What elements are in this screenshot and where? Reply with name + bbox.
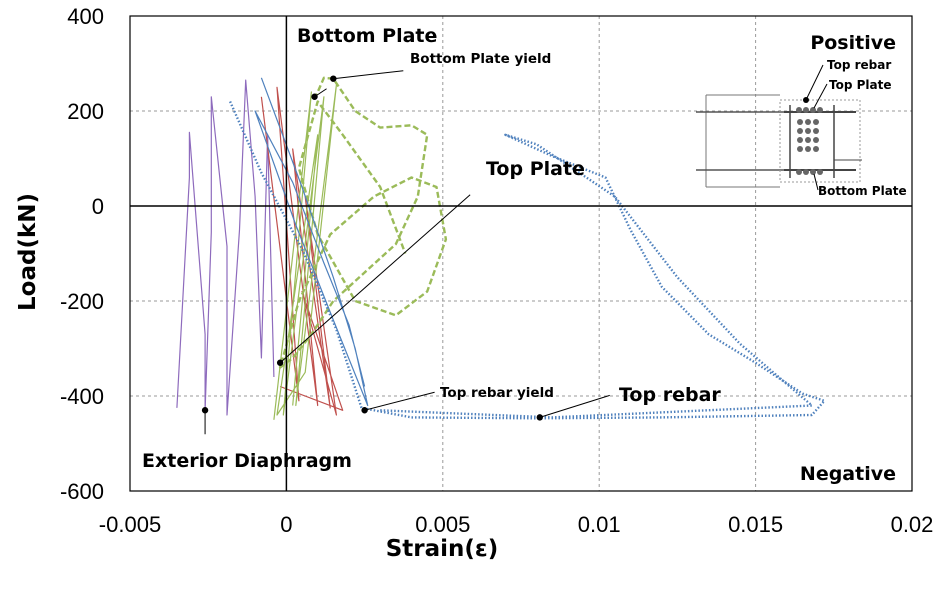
x-tick-label: 0.005	[415, 512, 470, 537]
annotation-label: Top Plate	[486, 158, 585, 180]
annotation-label: Exterior Diaphragm	[142, 450, 352, 472]
x-tick-label: 0.02	[891, 512, 934, 537]
positive-label: Positive	[810, 32, 896, 54]
annotation-leader	[364, 391, 435, 411]
annotations: Bottom Plate Bottom Plate yield Top Plate T…	[142, 25, 721, 472]
inset-label-top-rebar: Top rebar	[827, 58, 891, 72]
annotation-leader	[539, 394, 610, 418]
inset-label-bottom-plate: Bottom Plate	[818, 184, 907, 198]
annotation-label: Top rebar yield	[440, 385, 554, 401]
plot-series	[176, 76, 826, 420]
section-inset-diagram: Top rebar Top Plate Bottom Plate	[696, 58, 907, 198]
y-tick-label: 200	[67, 99, 104, 124]
x-tick-label: 0	[280, 512, 292, 537]
x-tick-label: -0.005	[99, 512, 161, 537]
annotation-label: Top rebar	[619, 384, 721, 406]
annotation-point	[330, 75, 337, 82]
y-axis-title: Load(kN)	[15, 193, 41, 311]
grid-lines	[130, 16, 912, 491]
x-tick-label: 0.015	[728, 512, 783, 537]
annotation-leader	[279, 194, 471, 364]
axes: -0.005 0 0.005 0.01 0.015 0.02 -600 -400 -200 0 20…	[60, 4, 933, 537]
inset-label-top-plate: Top Plate	[829, 78, 891, 92]
y-tick-label: 400	[67, 4, 104, 29]
y-tick-label: -600	[60, 479, 104, 504]
annotation-point	[276, 359, 284, 366]
annotation-point	[201, 407, 209, 414]
annotation-label: Bottom Plate	[297, 25, 437, 47]
annotation-point	[361, 407, 368, 414]
annotation-point	[311, 93, 318, 100]
series-line-1	[176, 79, 275, 416]
series-line-5	[254, 77, 369, 407]
plot-frame	[129, 15, 913, 492]
annotation-leader	[333, 70, 404, 80]
annotation-label: Bottom Plate yield	[410, 51, 551, 67]
y-tick-label: 0	[92, 194, 104, 219]
y-tick-label: -400	[60, 384, 104, 409]
series-line-3	[273, 84, 337, 420]
annotation-point	[536, 414, 543, 421]
negative-label: Negative	[800, 463, 896, 485]
x-axis-title: Strain(ε)	[386, 536, 499, 562]
series-line-6	[229, 101, 826, 420]
series-line-4	[278, 76, 448, 369]
y-tick-label: -200	[60, 289, 104, 314]
x-tick-label: 0.01	[578, 512, 621, 537]
